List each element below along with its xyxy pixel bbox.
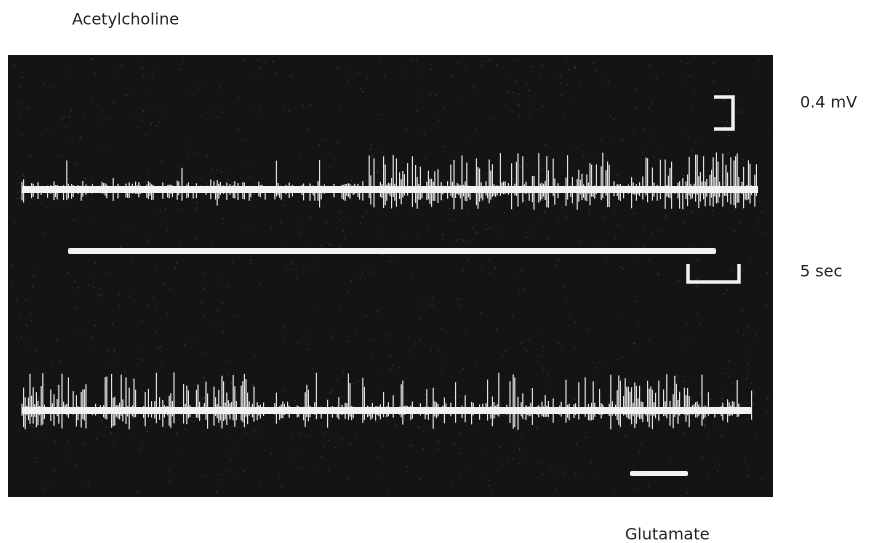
glutamate-application-bar (630, 471, 688, 476)
time-scale-label: 5 sec (800, 262, 842, 281)
bottom-drug-label: Glutamate (625, 525, 710, 543)
top-baseline (22, 186, 758, 193)
oscilloscope-panel (8, 55, 773, 497)
acetylcholine-application-bar (68, 248, 716, 254)
top-drug-label: Acetylcholine (72, 10, 179, 29)
figure: Acetylcholine 0.4 mV 5 sec Glutamate (0, 0, 875, 543)
bottom-baseline (22, 407, 752, 414)
voltage-scale-label: 0.4 mV (800, 93, 857, 112)
